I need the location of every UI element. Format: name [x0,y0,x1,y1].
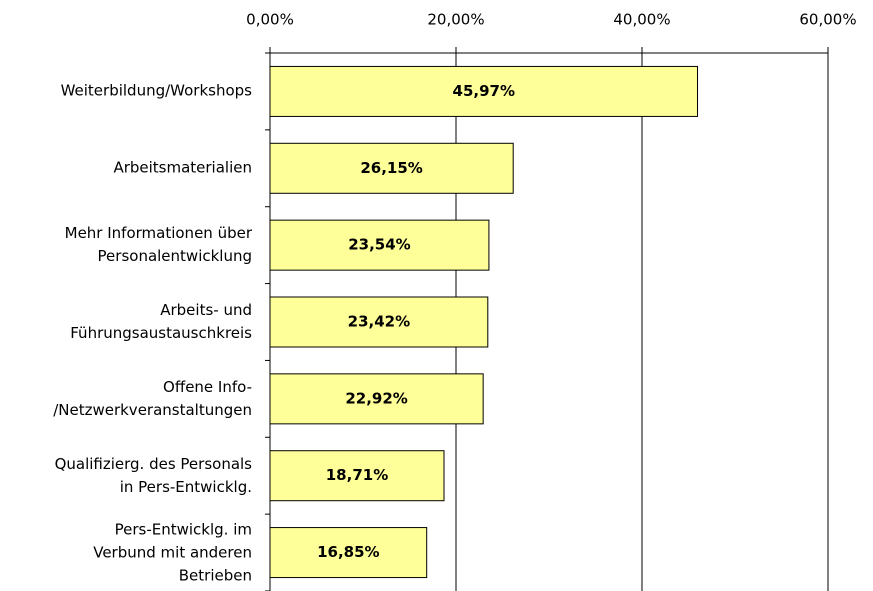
x-tick-label: 40,00% [613,11,670,29]
y-tick-label: Offene Info- /Netzwerkveranstaltungen [53,377,252,419]
data-label: 26,15% [360,159,422,177]
data-label: 23,54% [348,236,410,254]
x-tick-label: 0,00% [246,11,294,29]
x-tick-label: 60,00% [799,11,856,29]
bar [269,450,445,502]
x-tick-label: 20,00% [427,11,484,29]
bar [269,296,489,348]
y-tick-label: Weiterbildung/Workshops [60,81,252,100]
y-tick-label: Qualifizierg. des Personals in Pers-Entw… [54,454,252,496]
bar [269,373,484,425]
bar [269,65,699,117]
y-tick-label: Mehr Informationen über Personalentwickl… [64,224,252,266]
data-label: 18,71% [326,466,388,484]
bar [269,142,514,194]
data-label: 45,97% [453,82,515,100]
data-label: 23,42% [348,313,410,331]
y-tick-label: Arbeits- und Führungsaustauschkreis [70,301,252,342]
y-tick-label: Arbeitsmaterialien [113,158,252,177]
y-tick-label: Pers-Entwicklg. im Verbund mit anderen B… [93,520,252,585]
data-label: 16,85% [317,543,379,561]
data-label: 22,92% [345,389,407,407]
bar [269,527,428,579]
